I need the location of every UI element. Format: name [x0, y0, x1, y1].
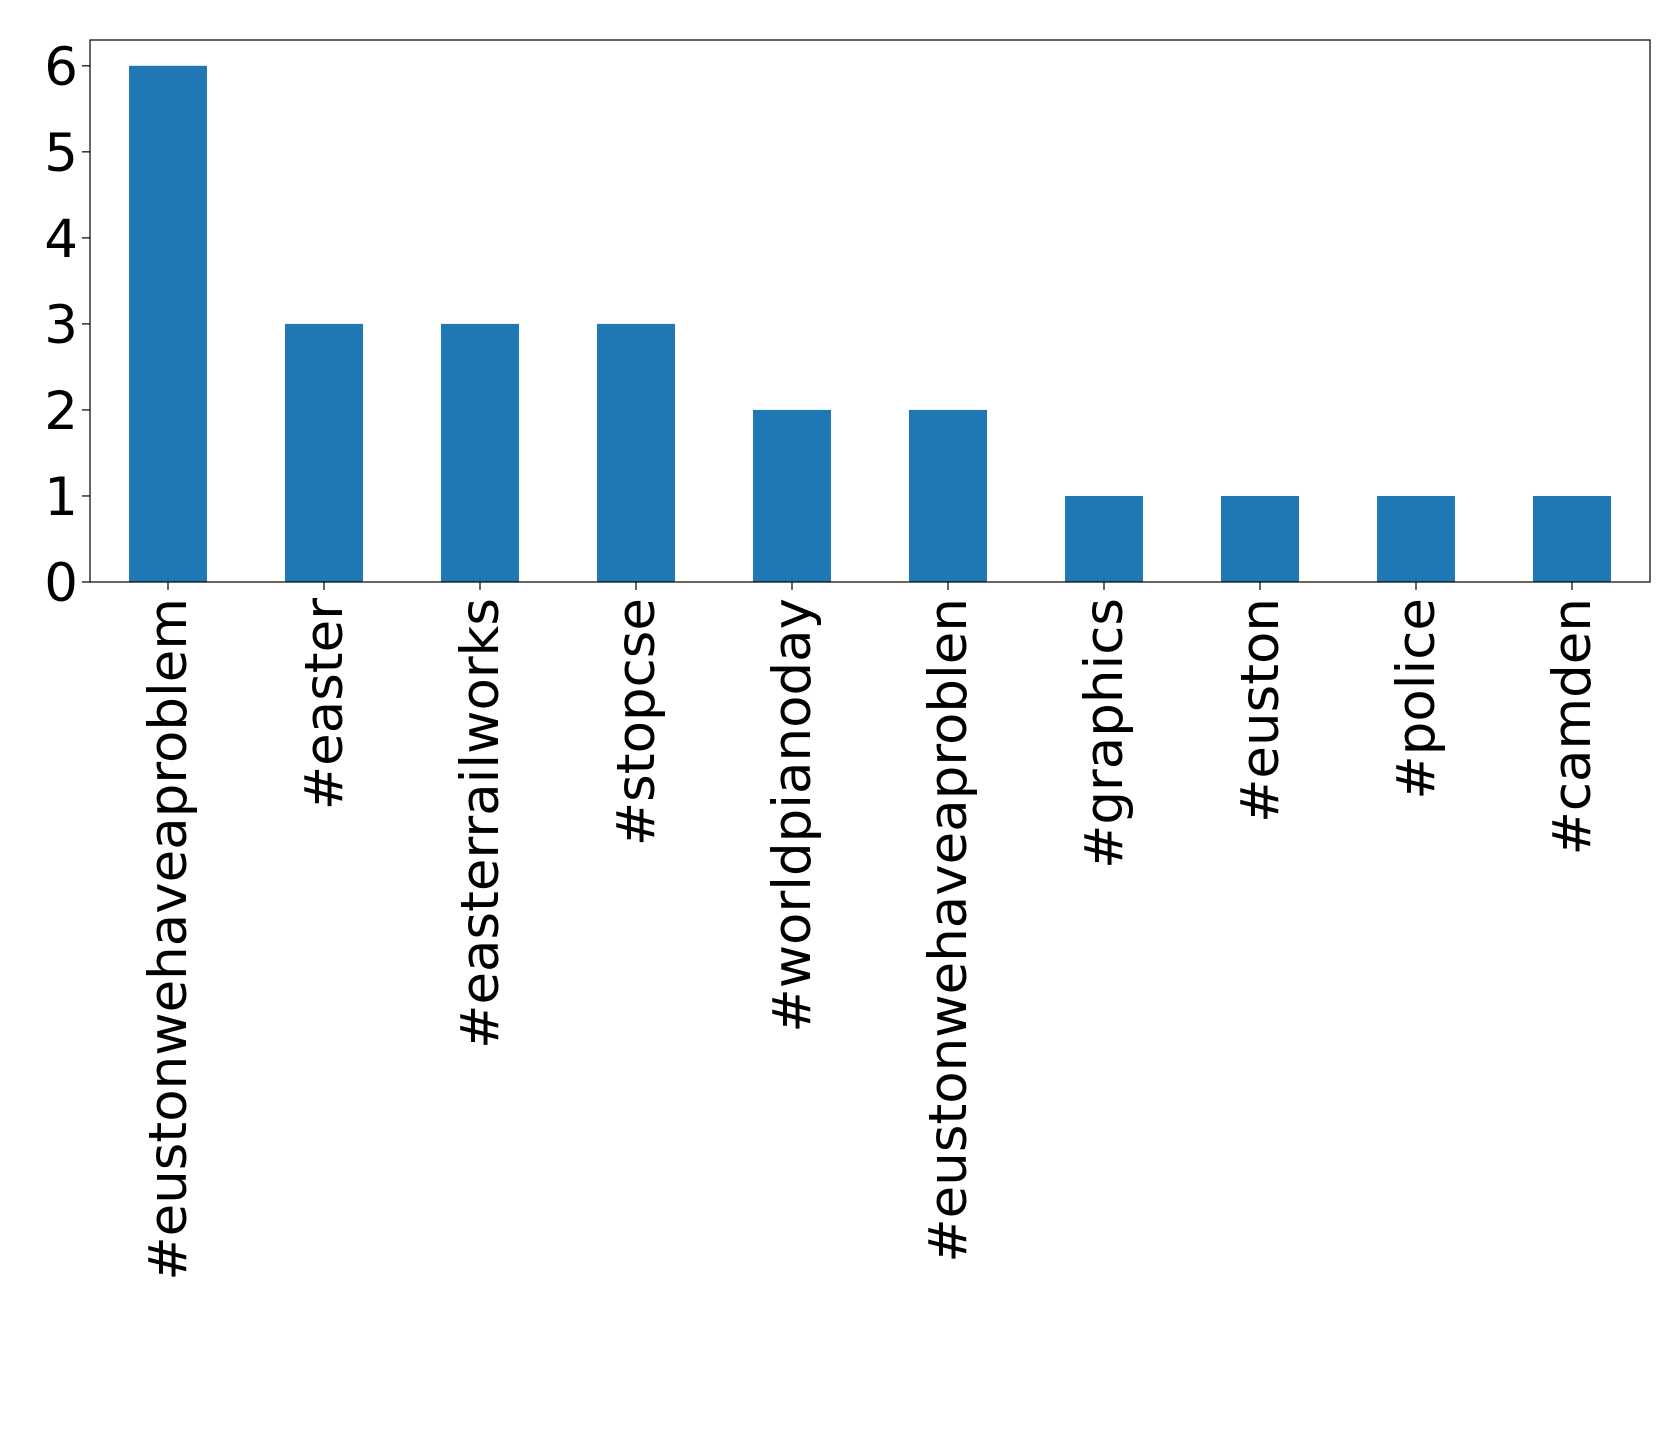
plot-frame	[89, 39, 1651, 583]
y-axis: 0 1 2 3 4 5 6	[44, 37, 90, 614]
x-tick-label: #easterrailworks	[450, 598, 511, 1049]
bar-2	[441, 323, 519, 582]
bar-7	[1221, 495, 1299, 582]
y-tick-label: 1	[44, 467, 78, 528]
bar-6	[1065, 495, 1143, 582]
x-tick-label: #eustonwehaveaproblen	[918, 598, 979, 1263]
x-tick-label: #camden	[1542, 598, 1603, 856]
bar-0	[129, 65, 207, 583]
x-axis: #eustonwehaveaproblem #easter #easterrailw…	[138, 582, 1603, 1281]
x-tick-label: #police	[1386, 598, 1447, 800]
bar-5	[909, 409, 987, 582]
x-tick-label: #graphics	[1074, 598, 1135, 869]
y-tick-label: 6	[44, 37, 78, 98]
bar-4	[753, 409, 831, 582]
x-tick-label: #stopcse	[606, 598, 667, 846]
x-tick-label: #eustonwehaveaproblem	[138, 598, 199, 1281]
bars-layer	[129, 65, 1611, 583]
y-tick-label: 0	[44, 553, 78, 614]
bar-8	[1377, 495, 1455, 582]
x-tick-label: #euston	[1230, 598, 1291, 823]
y-tick-label: 2	[44, 381, 78, 442]
x-tick-label: #worldpianoday	[762, 598, 823, 1033]
bar-1	[285, 323, 363, 582]
bar-9	[1533, 495, 1611, 582]
y-tick-label: 5	[44, 123, 78, 184]
y-tick-label: 4	[44, 209, 78, 270]
x-tick-label: #easter	[294, 598, 355, 810]
y-tick-label: 3	[44, 295, 78, 356]
bar-3	[597, 323, 675, 582]
